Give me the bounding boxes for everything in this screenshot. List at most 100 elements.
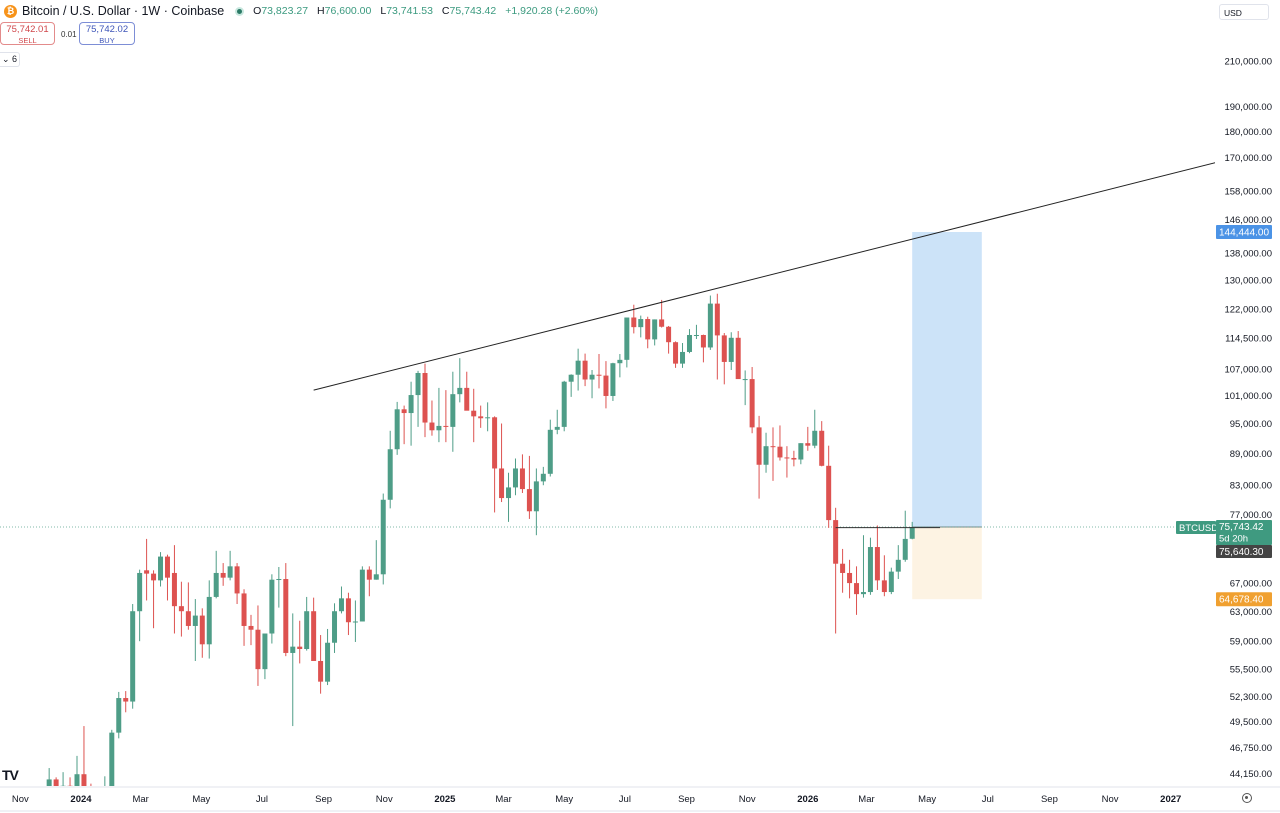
candle xyxy=(248,614,254,646)
candle xyxy=(401,405,407,445)
price-tick-label: 138,000.00 xyxy=(1224,248,1272,259)
price-axis[interactable]: 210,000.00 190,000.00 180,000.00 170,000.00… xyxy=(1224,57,1272,781)
price-tick-label: 63,000.00 xyxy=(1230,607,1272,618)
candle xyxy=(464,371,470,411)
candle xyxy=(812,409,818,449)
candle-body xyxy=(700,335,706,348)
candle xyxy=(512,458,518,496)
candle-body xyxy=(422,373,428,423)
candle xyxy=(547,419,553,477)
candle xyxy=(673,341,679,368)
entry-price-badge: 75,640.30 xyxy=(1216,545,1272,559)
price-tick-label: 146,000.00 xyxy=(1224,215,1272,226)
last-price-badge-text: 75,743.42 xyxy=(1219,522,1264,533)
candle-body xyxy=(895,559,901,572)
symbol-title[interactable]: Bitcoin / U.S. Dollar · 1W · Coinbase xyxy=(22,4,225,18)
time-tick-label: May xyxy=(192,794,210,805)
bitcoin-icon: ₿ xyxy=(4,4,17,18)
candle xyxy=(109,729,115,786)
price-tick-label: 83,000.00 xyxy=(1230,481,1272,492)
buy-button[interactable]: 75,742.02 BUY xyxy=(79,22,135,45)
candle-body xyxy=(123,698,129,702)
candle-body xyxy=(874,547,880,581)
candle-body xyxy=(269,579,275,634)
candle xyxy=(325,628,331,686)
sell-button[interactable]: 75,742.01 SELL xyxy=(0,22,55,45)
candle xyxy=(714,293,720,380)
candle-body xyxy=(164,556,170,578)
candle xyxy=(144,538,150,601)
candle xyxy=(345,592,351,636)
position-target-zone xyxy=(912,232,982,528)
candle-body xyxy=(485,417,491,419)
candle-body xyxy=(67,785,73,786)
price-tick-label: 95,000.00 xyxy=(1230,419,1272,430)
candle xyxy=(164,554,170,601)
candle-body xyxy=(728,337,734,362)
candle-body xyxy=(840,563,846,573)
buy-label: BUY xyxy=(99,36,115,45)
candle-body xyxy=(325,642,331,682)
trend-line-drawing[interactable] xyxy=(313,162,1219,391)
candle-body xyxy=(199,615,205,645)
candle xyxy=(742,370,748,406)
position-stop-zone xyxy=(912,527,982,600)
candle-body xyxy=(854,583,860,595)
candle xyxy=(123,691,129,713)
candle-body xyxy=(805,443,811,446)
candle xyxy=(311,597,317,661)
candle-body xyxy=(666,326,672,343)
candle-body xyxy=(603,375,609,396)
candle xyxy=(332,603,338,653)
candle-body xyxy=(812,430,818,446)
settings-icon[interactable] xyxy=(1242,793,1252,803)
candle-body xyxy=(791,457,797,460)
candle xyxy=(104,776,106,786)
candle xyxy=(819,421,825,467)
candle xyxy=(666,325,672,354)
candle-body xyxy=(798,443,804,460)
currency-selector[interactable]: USD xyxy=(1219,4,1269,20)
target-price-badge-bg xyxy=(1216,225,1272,240)
candle xyxy=(352,600,358,642)
candle xyxy=(46,768,52,786)
candle xyxy=(443,390,449,443)
time-axis[interactable]: Nov 2024 Mar May Jul Sep Nov 2025 Mar May Jul Sep No… xyxy=(12,794,1181,805)
candle-body xyxy=(575,360,581,375)
time-tick-label: Jul xyxy=(982,794,994,805)
candle xyxy=(645,316,651,349)
candle xyxy=(798,443,804,465)
indicators-toggle-button[interactable]: ⌄ 6 xyxy=(0,52,20,67)
candle-body xyxy=(735,337,741,380)
market-open-icon[interactable] xyxy=(235,6,245,16)
last-price-badge-text: 5d 20h xyxy=(1219,534,1248,545)
candle-body xyxy=(144,570,150,574)
tradingview-logo[interactable]: TV xyxy=(2,767,19,783)
candle-body xyxy=(554,426,560,430)
candle-body xyxy=(471,410,477,417)
price-tick-label: 59,000.00 xyxy=(1230,637,1272,648)
plot-area xyxy=(0,162,1219,786)
candle-body xyxy=(450,394,456,427)
candle-body xyxy=(178,606,184,612)
time-tick-label: Jul xyxy=(256,794,268,805)
candle-body xyxy=(833,520,839,564)
candle xyxy=(909,521,915,540)
candle xyxy=(888,567,894,595)
candle xyxy=(269,574,275,644)
candle-body xyxy=(220,572,226,578)
candle-body xyxy=(464,387,470,411)
sell-price: 75,742.01 xyxy=(6,24,49,35)
candle xyxy=(234,563,240,605)
candle xyxy=(686,329,692,354)
candle xyxy=(777,425,783,461)
candle-body xyxy=(241,593,247,626)
candle xyxy=(220,563,226,586)
time-tick-label: Mar xyxy=(858,794,874,805)
candle xyxy=(436,387,442,443)
candle-body xyxy=(826,465,832,521)
candle-body xyxy=(81,774,87,786)
candle xyxy=(422,363,428,438)
candle xyxy=(638,315,644,338)
